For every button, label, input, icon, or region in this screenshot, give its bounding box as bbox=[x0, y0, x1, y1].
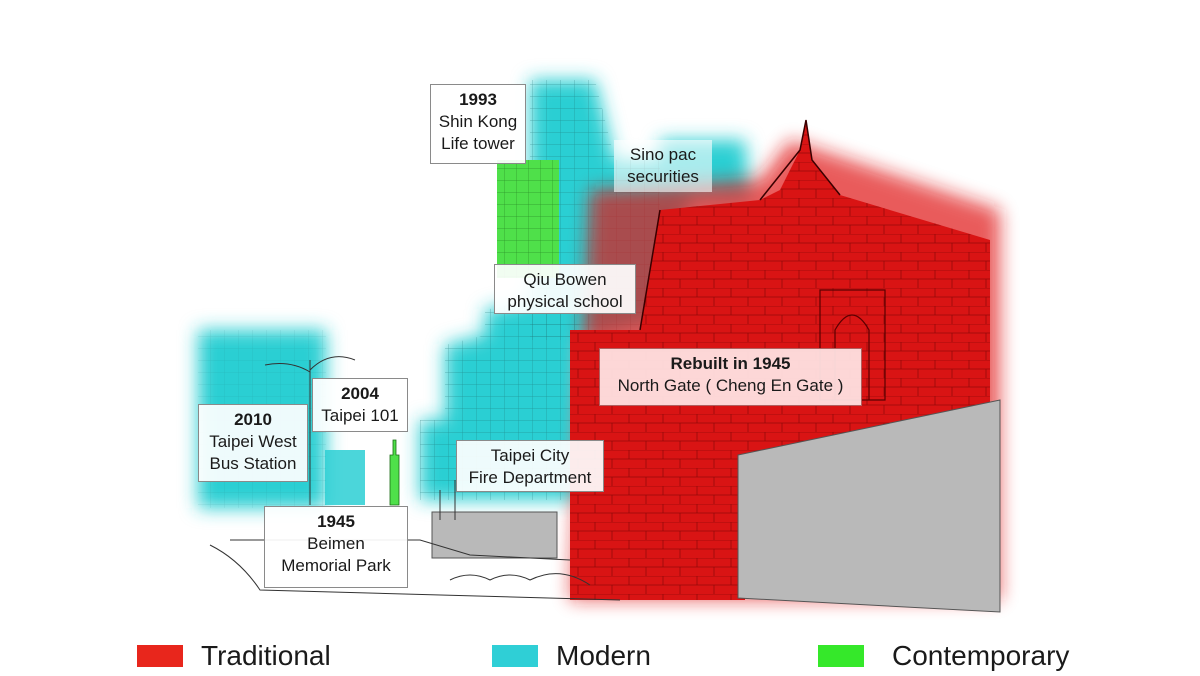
label-name: Shin Kong Life tower bbox=[438, 112, 518, 153]
label-fire-department: Taipei City Fire Department bbox=[456, 440, 604, 492]
legend-swatch-traditional bbox=[137, 645, 183, 667]
contemporary-buildings bbox=[389, 160, 559, 506]
large-wall bbox=[737, 399, 1001, 613]
label-taipei-101: 2004 Taipei 101 bbox=[312, 378, 408, 432]
label-name: North Gate ( Cheng En Gate ) bbox=[617, 376, 844, 395]
label-year: 2010 bbox=[234, 410, 272, 429]
label-taipei-west-bus-station: 2010 Taipei West Bus Station bbox=[198, 404, 308, 482]
legend-traditional: Traditional bbox=[137, 640, 331, 672]
label-shin-kong-life-tower: 1993 Shin Kong Life tower bbox=[430, 84, 526, 164]
label-name: Qiu Bowen physical school bbox=[507, 270, 623, 311]
label-year: 1993 bbox=[459, 90, 497, 109]
label-north-gate: Rebuilt in 1945 North Gate ( Cheng En Ga… bbox=[599, 348, 862, 406]
small-block bbox=[325, 450, 365, 505]
legend-swatch-modern bbox=[492, 645, 538, 667]
label-sinopac-securities: Sino pac securities bbox=[614, 140, 712, 192]
legend-label: Traditional bbox=[201, 640, 331, 671]
label-year: Rebuilt in 1945 bbox=[670, 354, 791, 373]
legend-label: Contemporary bbox=[892, 640, 1070, 671]
label-name: Taipei 101 bbox=[321, 406, 399, 425]
label-year: 2004 bbox=[341, 384, 379, 403]
label-beimen-memorial-park: 1945 Beimen Memorial Park bbox=[264, 506, 408, 588]
label-name: Taipei West Bus Station bbox=[209, 432, 297, 473]
label-qiu-bowen-school: Qiu Bowen physical school bbox=[494, 264, 636, 314]
legend-contemporary: Contemporary bbox=[818, 640, 1069, 672]
label-name: Taipei City Fire Department bbox=[468, 446, 592, 487]
label-name: Beimen Memorial Park bbox=[281, 534, 391, 575]
small-wall bbox=[431, 511, 558, 559]
label-year: 1945 bbox=[317, 512, 355, 531]
label-name: Sino pac securities bbox=[627, 145, 699, 186]
legend-swatch-contemporary bbox=[818, 645, 864, 667]
north-gate bbox=[570, 119, 1000, 600]
legend-modern: Modern bbox=[492, 640, 651, 672]
legend-label: Modern bbox=[556, 640, 651, 671]
taipei-101-silhouette bbox=[389, 439, 400, 506]
